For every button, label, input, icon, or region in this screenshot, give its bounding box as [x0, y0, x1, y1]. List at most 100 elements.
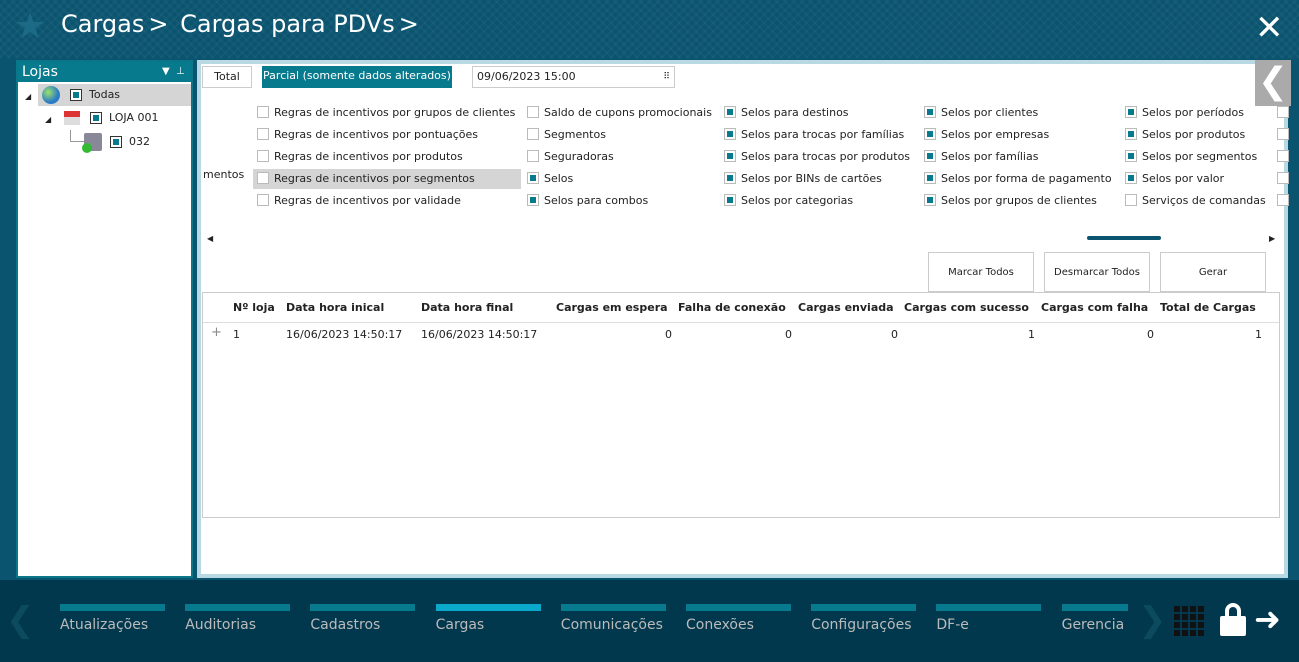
- option-checkbox[interactable]: [1125, 106, 1137, 118]
- option-item[interactable]: Selos por segmentos: [1125, 147, 1257, 167]
- column-header[interactable]: Cargas enviada: [798, 301, 894, 314]
- column-header[interactable]: Total de Cargas: [1160, 301, 1256, 314]
- column-header[interactable]: Data hora final: [421, 301, 514, 314]
- option-checkbox[interactable]: [724, 150, 736, 162]
- option-checkbox[interactable]: [724, 194, 736, 206]
- unmark-all-button[interactable]: Desmarcar Todos: [1044, 252, 1150, 292]
- option-checkbox[interactable]: [924, 172, 936, 184]
- close-icon[interactable]: ✕: [1255, 8, 1284, 48]
- option-checkbox[interactable]: [257, 172, 269, 184]
- option-checkbox[interactable]: [257, 128, 269, 140]
- option-item[interactable]: Regras de incentivos por validade: [257, 191, 461, 211]
- tree-checkbox[interactable]: [69, 89, 82, 101]
- option-item-clipped[interactable]: [1277, 169, 1294, 189]
- option-checkbox[interactable]: [724, 172, 736, 184]
- tree-checkbox[interactable]: [109, 136, 122, 148]
- option-item-clipped[interactable]: [1277, 125, 1294, 145]
- option-checkbox[interactable]: [924, 106, 936, 118]
- option-checkbox[interactable]: [1125, 128, 1137, 140]
- option-item[interactable]: Selos: [527, 169, 573, 189]
- option-item[interactable]: Regras de incentivos por grupos de clien…: [257, 103, 515, 123]
- horizontal-scrollbar-thumb[interactable]: [1087, 236, 1161, 240]
- option-item[interactable]: Segmentos: [527, 125, 606, 145]
- breadcrumb-item[interactable]: Cargas: [61, 10, 145, 38]
- nav-item[interactable]: Conexões: [686, 604, 791, 633]
- option-checkbox[interactable]: [924, 150, 936, 162]
- option-checkbox[interactable]: [1125, 194, 1137, 206]
- nav-item[interactable]: DF-e: [936, 604, 1042, 633]
- option-item-clipped[interactable]: [1277, 191, 1294, 211]
- option-checkbox[interactable]: [1277, 194, 1289, 206]
- column-header[interactable]: Cargas com falha: [1041, 301, 1149, 314]
- mark-all-button[interactable]: Marcar Todos: [928, 252, 1034, 292]
- calendar-icon[interactable]: ⠿: [663, 72, 670, 82]
- nav-item[interactable]: Cadastros: [310, 604, 416, 633]
- option-checkbox[interactable]: [527, 172, 539, 184]
- apps-grid-icon[interactable]: [1174, 604, 1206, 636]
- option-item[interactable]: Selos por clientes: [924, 103, 1038, 123]
- tree-node-pdv[interactable]: 032: [82, 131, 150, 153]
- option-checkbox[interactable]: [257, 150, 269, 162]
- nav-item[interactable]: Configurações: [811, 604, 917, 633]
- option-checkbox[interactable]: [1277, 172, 1289, 184]
- favorite-star-icon[interactable]: ★: [14, 6, 47, 47]
- nav-prev-icon[interactable]: ❮: [6, 600, 35, 640]
- option-item[interactable]: Selos para combos: [527, 191, 648, 211]
- option-item[interactable]: Selos por grupos de clientes: [924, 191, 1097, 211]
- option-checkbox[interactable]: [527, 194, 539, 206]
- nav-next-icon[interactable]: ❯: [1138, 600, 1167, 640]
- expand-icon[interactable]: ◢: [25, 92, 32, 101]
- option-item[interactable]: Selos para trocas por famílias: [724, 125, 904, 145]
- option-checkbox[interactable]: [527, 128, 539, 140]
- option-item[interactable]: Selos por produtos: [1125, 125, 1245, 145]
- option-checkbox[interactable]: [257, 106, 269, 118]
- option-item[interactable]: Seguradoras: [527, 147, 614, 167]
- collapse-panel-button[interactable]: ❮: [1255, 60, 1291, 106]
- column-header[interactable]: Nº loja: [233, 301, 275, 314]
- option-item[interactable]: Selos por categorias: [724, 191, 853, 211]
- option-item[interactable]: Selos para trocas por produtos: [724, 147, 910, 167]
- option-item-clipped[interactable]: [1277, 147, 1294, 167]
- option-item[interactable]: Selos para destinos: [724, 103, 849, 123]
- option-item[interactable]: Selos por valor: [1125, 169, 1224, 189]
- column-header[interactable]: Cargas com sucesso: [904, 301, 1029, 314]
- option-item[interactable]: Regras de incentivos por pontuações: [257, 125, 478, 145]
- tree-checkbox[interactable]: [89, 112, 102, 124]
- tree-node-todas[interactable]: Todas: [38, 84, 191, 106]
- tree-node-loja[interactable]: LOJA 001: [64, 107, 158, 129]
- option-item-clipped[interactable]: [1277, 103, 1294, 123]
- option-item[interactable]: Saldo de cupons promocionais: [527, 103, 712, 123]
- logout-arrow-icon[interactable]: ➜: [1254, 600, 1281, 638]
- column-header[interactable]: Cargas em espera: [556, 301, 668, 314]
- option-checkbox[interactable]: [1125, 150, 1137, 162]
- option-checkbox[interactable]: [527, 150, 539, 162]
- option-checkbox[interactable]: [724, 106, 736, 118]
- option-checkbox[interactable]: [924, 128, 936, 140]
- expand-icon[interactable]: ◢: [45, 115, 52, 124]
- nav-item[interactable]: Auditorias: [185, 604, 291, 633]
- option-checkbox[interactable]: [257, 194, 269, 206]
- option-item[interactable]: Regras de incentivos por produtos: [257, 147, 463, 167]
- option-checkbox[interactable]: [1277, 128, 1289, 140]
- date-input[interactable]: 09/06/2023 15:00 ⠿: [472, 66, 675, 88]
- option-checkbox[interactable]: [1277, 106, 1289, 118]
- option-checkbox[interactable]: [1125, 172, 1137, 184]
- column-header[interactable]: Falha de conexão: [678, 301, 786, 314]
- nav-item[interactable]: Gerencia: [1061, 604, 1128, 633]
- column-header[interactable]: Data hora inical: [286, 301, 385, 314]
- scroll-right-icon[interactable]: ▶: [1269, 234, 1276, 243]
- option-item[interactable]: Regras de incentivos por segmentos: [253, 169, 521, 189]
- nav-item[interactable]: Comunicações: [560, 604, 666, 633]
- expand-row-icon[interactable]: +: [211, 325, 222, 340]
- nav-item[interactable]: Cargas: [435, 604, 541, 633]
- dropdown-icon[interactable]: ▼: [162, 66, 170, 77]
- option-item[interactable]: Selos por períodos: [1125, 103, 1244, 123]
- option-checkbox[interactable]: [527, 106, 539, 118]
- option-item[interactable]: Selos por forma de pagamento: [924, 169, 1112, 189]
- option-checkbox[interactable]: [1277, 150, 1289, 162]
- option-item[interactable]: Selos por BINs de cartões: [724, 169, 882, 189]
- option-item[interactable]: Selos por famílias: [924, 147, 1038, 167]
- option-checkbox[interactable]: [924, 194, 936, 206]
- generate-button[interactable]: Gerar: [1160, 252, 1266, 292]
- option-checkbox[interactable]: [724, 128, 736, 140]
